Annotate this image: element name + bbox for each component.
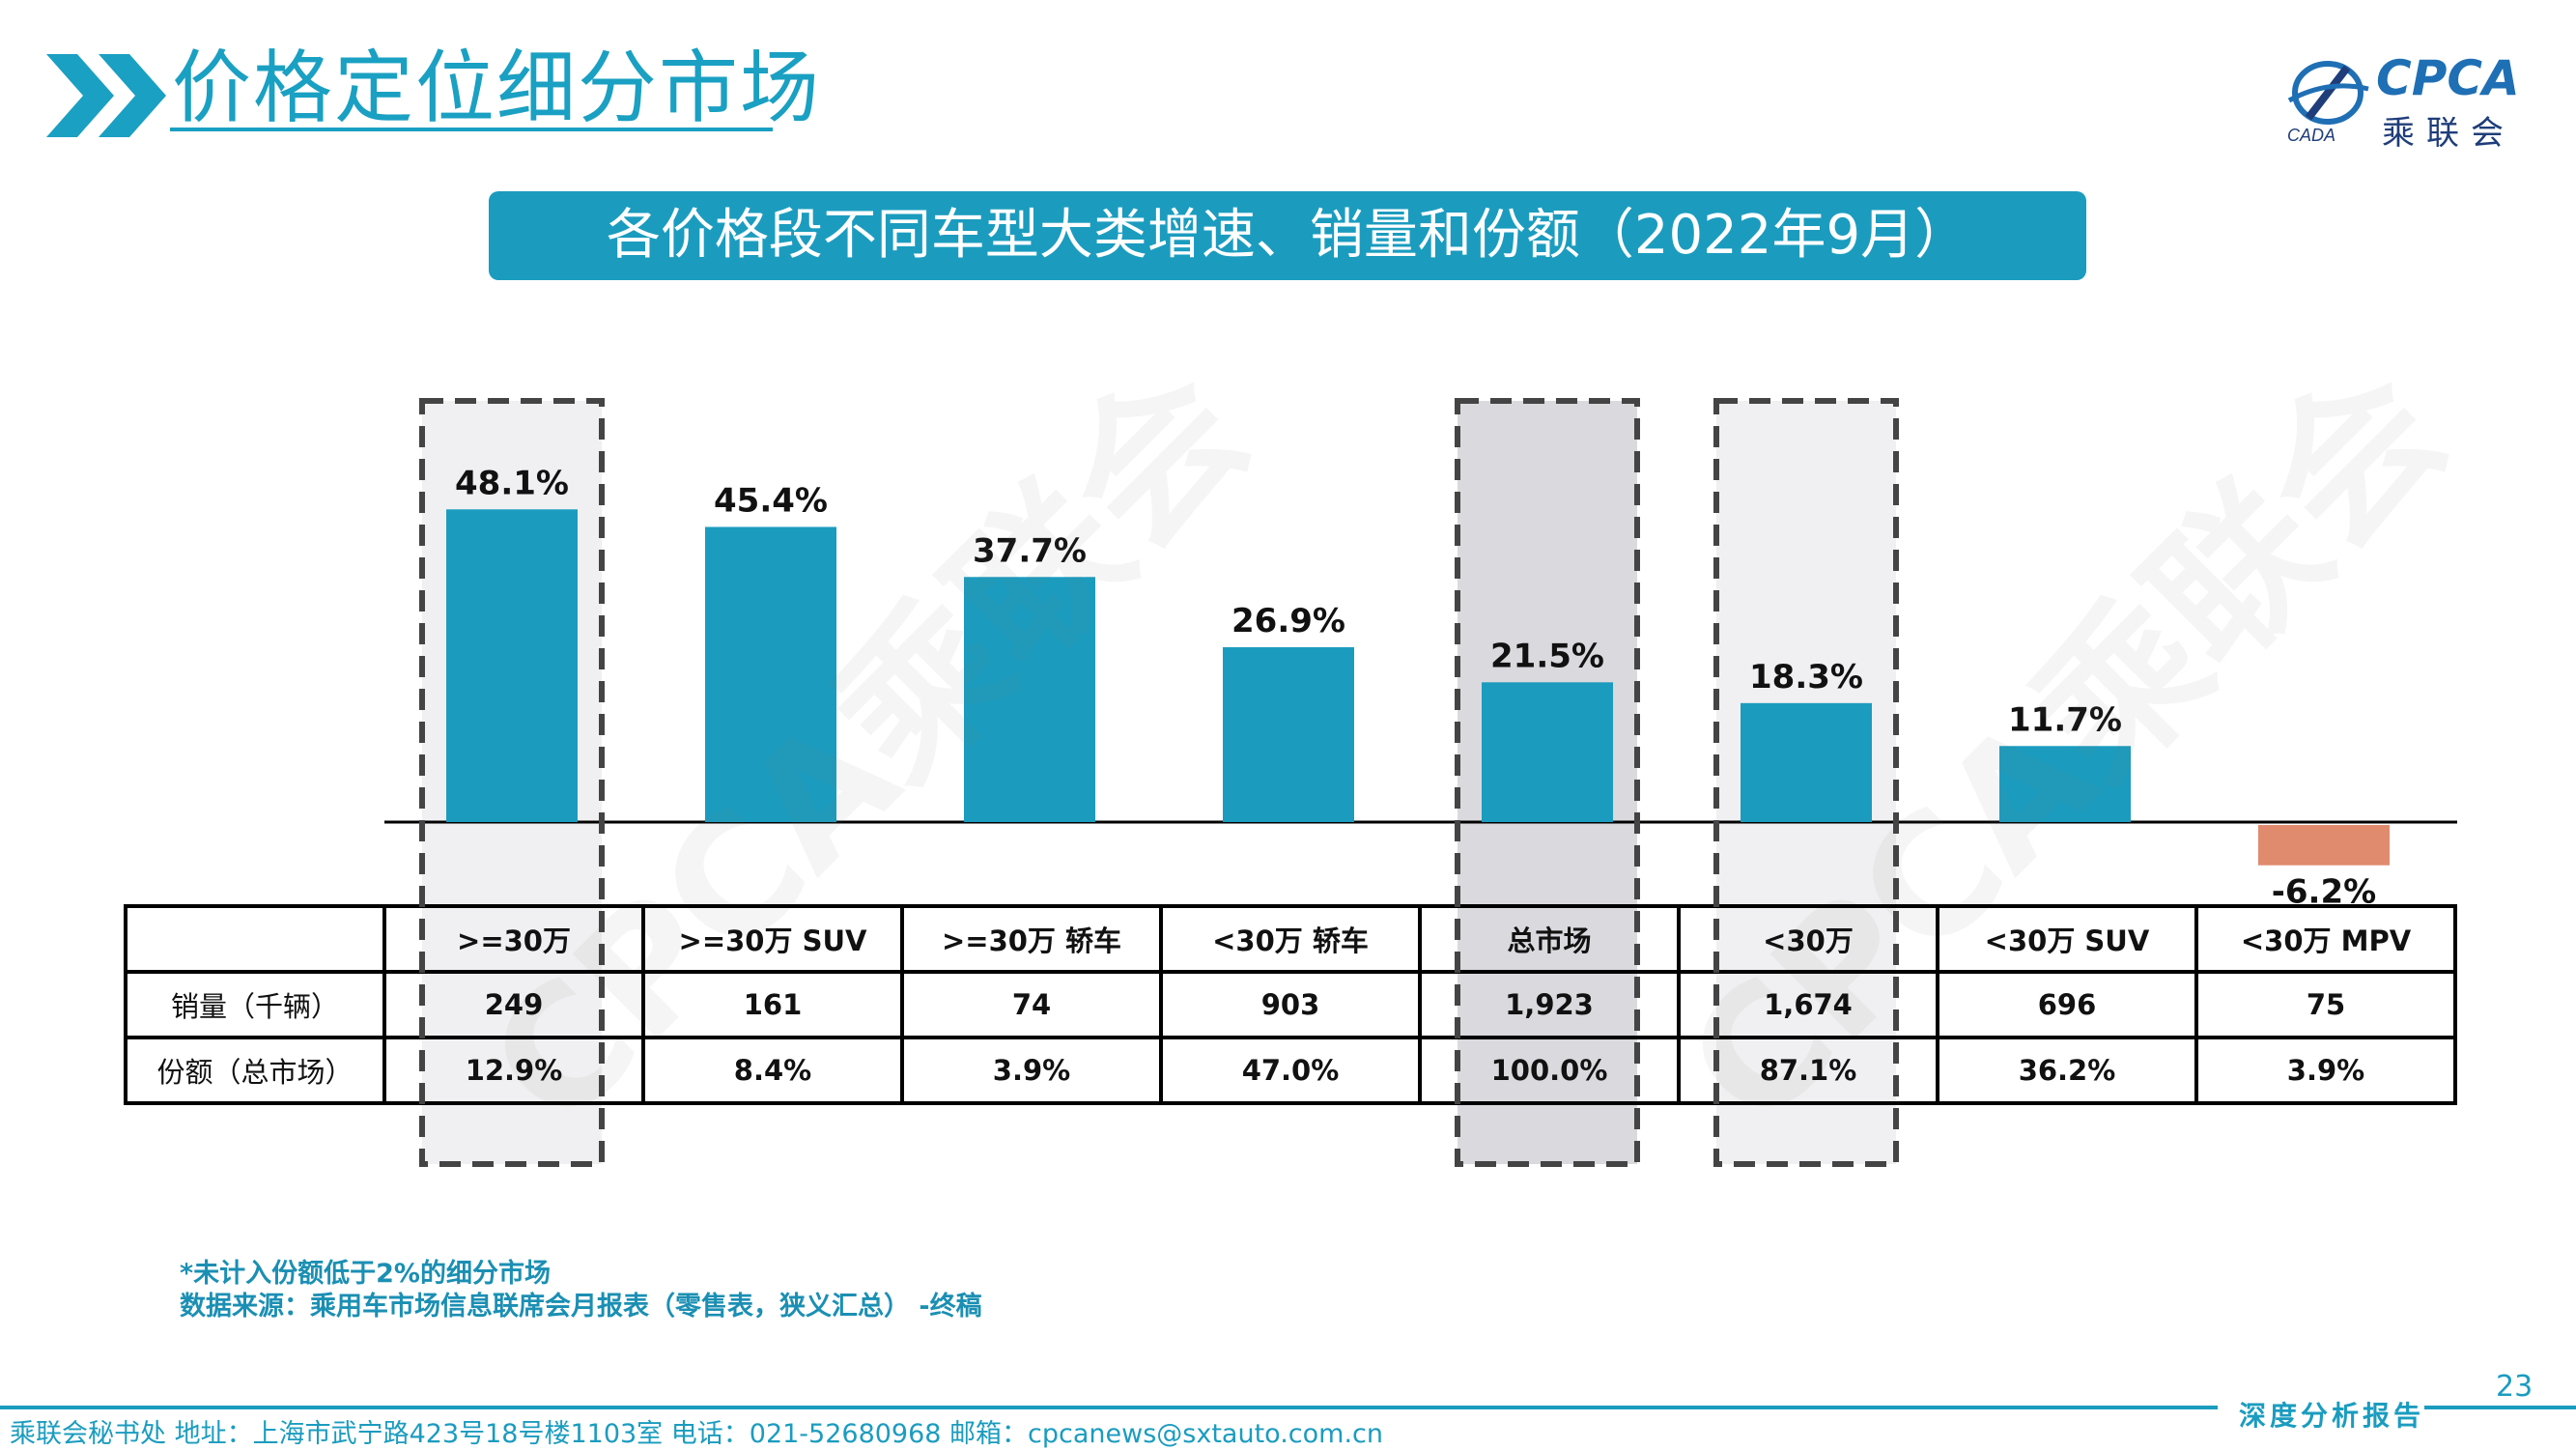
column-header: >=30万 轿车 — [900, 904, 1163, 974]
bar — [705, 526, 836, 822]
page-number: 23 — [2496, 1370, 2534, 1404]
bar-value-label: 18.3% — [1749, 658, 1863, 697]
column-header: >=30万 — [382, 904, 645, 974]
bar — [1999, 746, 2131, 822]
table-cell: 100.0% — [1418, 1036, 1681, 1105]
bar-value-label: 26.9% — [1231, 602, 1345, 640]
data-table: >=30万 >=30万 SUV >=30万 轿车 <30万 轿车 总市场 <30… — [124, 904, 2457, 1113]
bar — [964, 577, 1095, 822]
footer-contact: 乘联会秘书处 地址：上海市武宁路423号18号楼1103室 电话：021-526… — [10, 1419, 1384, 1449]
footer-divider — [0, 1406, 2218, 1409]
bar — [446, 509, 578, 822]
table-cell: 249 — [382, 970, 645, 1039]
bar-value-label: 11.7% — [2008, 700, 2122, 739]
bar-value-label: 21.5% — [1490, 637, 1604, 675]
table-header-row: >=30万 >=30万 SUV >=30万 轿车 <30万 轿车 总市场 <30… — [124, 904, 2457, 974]
cpca-logo-icon: CADA — [2287, 61, 2369, 145]
logo-text-cn: 乘联会 — [2382, 114, 2515, 153]
column-header: <30万 轿车 — [1159, 904, 1422, 974]
table-cell: 74 — [900, 970, 1163, 1039]
table-cell: 696 — [1936, 970, 2198, 1039]
bar — [1223, 646, 1354, 822]
bar-value-label: 45.4% — [714, 481, 828, 520]
table-row: 销量（千辆） 249 161 74 903 1,923 1,674 696 75 — [124, 970, 2457, 1039]
section-title: 价格定位细分市场 — [172, 43, 822, 134]
table-cell: 1,923 — [1418, 970, 1681, 1039]
table-cell: 3.9% — [900, 1036, 1163, 1105]
section-title-underline — [170, 128, 773, 131]
row-label: 销量（千辆） — [124, 970, 386, 1039]
bar-value-label: 37.7% — [973, 531, 1087, 570]
chevrons-icon — [46, 54, 166, 137]
column-header: <30万 MPV — [2194, 904, 2457, 974]
footer-divider — [2424, 1406, 2576, 1409]
table-row: 份额（总市场） 12.9% 8.4% 3.9% 47.0% 100.0% 87.… — [124, 1036, 2457, 1105]
table-cell: 3.9% — [2194, 1036, 2457, 1105]
chart-banner-title: 各价格段不同车型大类增速、销量和份额（2022年9月） — [489, 191, 2086, 280]
table-cell: 903 — [1159, 970, 1422, 1039]
bar — [2258, 825, 2390, 866]
table-cell: 75 — [2194, 970, 2457, 1039]
table-cell: 8.4% — [641, 1036, 904, 1105]
table-cell: 36.2% — [1936, 1036, 2198, 1105]
table-cell: 87.1% — [1677, 1036, 1939, 1105]
footnote: *未计入份额低于2%的细分市场 — [180, 1259, 551, 1289]
table-cell: 1,674 — [1677, 970, 1939, 1039]
table-cell: 161 — [641, 970, 904, 1039]
row-label: 份额（总市场） — [124, 1036, 386, 1105]
logo-text-en: CPCA — [2376, 50, 2520, 106]
bar — [1482, 682, 1613, 822]
svg-text:CADA: CADA — [2287, 126, 2335, 145]
table-corner — [124, 904, 386, 974]
report-label: 深度分析报告 — [2239, 1400, 2425, 1432]
table-cell: 12.9% — [382, 1036, 645, 1105]
data-source-note: 数据来源：乘用车市场信息联席会月报表（零售表，狭义汇总） -终稿 — [180, 1292, 982, 1322]
column-header: <30万 SUV — [1936, 904, 2198, 974]
table-cell: 47.0% — [1159, 1036, 1422, 1105]
column-header: >=30万 SUV — [641, 904, 904, 974]
bar-value-label: 48.1% — [455, 464, 569, 502]
column-header: <30万 — [1677, 904, 1939, 974]
column-header: 总市场 — [1418, 904, 1681, 974]
